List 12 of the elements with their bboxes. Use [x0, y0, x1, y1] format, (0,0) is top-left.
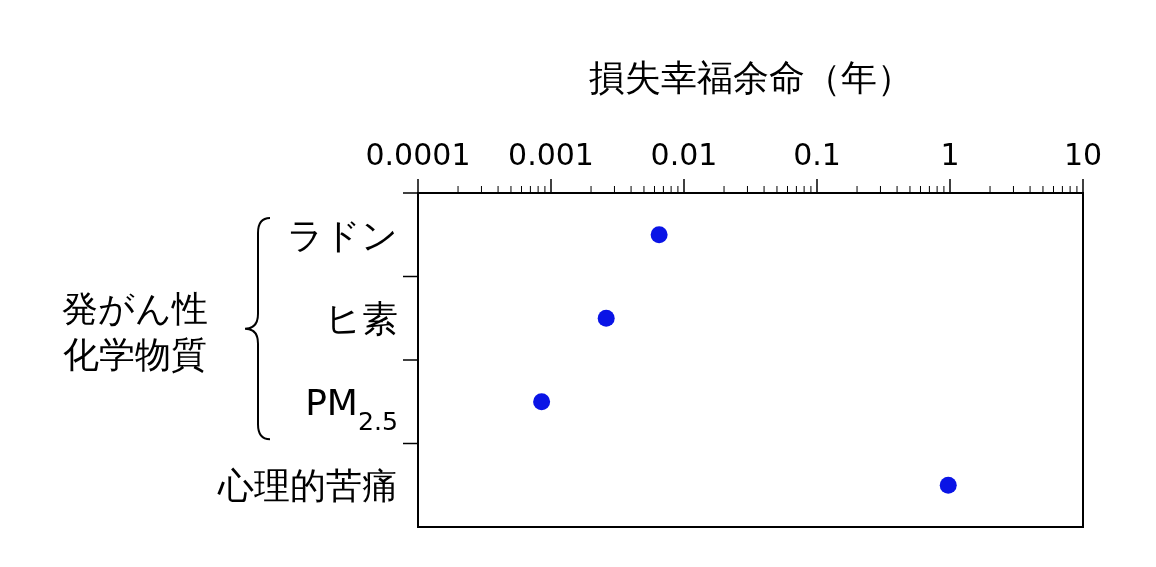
x-tick-label: 0.01: [650, 137, 718, 172]
y-tick-label: ラドン: [287, 214, 398, 256]
x-tick-label: 1: [940, 137, 960, 172]
y-tick-label: 心理的苦痛: [217, 465, 398, 507]
x-tick-label: 0.0001: [365, 137, 471, 172]
x-tick-label: 10: [1063, 137, 1103, 172]
x-axis-title: 損失幸福余命（年）: [588, 57, 913, 98]
x-tick-label: 0.001: [508, 137, 594, 172]
text: 発がん性化学物質: [62, 287, 208, 375]
y-tick-label: PM$_{2.5}$: [305, 381, 398, 436]
x-tick-label: 0.1: [793, 137, 841, 172]
y-tick-label: ヒ素: [325, 298, 398, 340]
